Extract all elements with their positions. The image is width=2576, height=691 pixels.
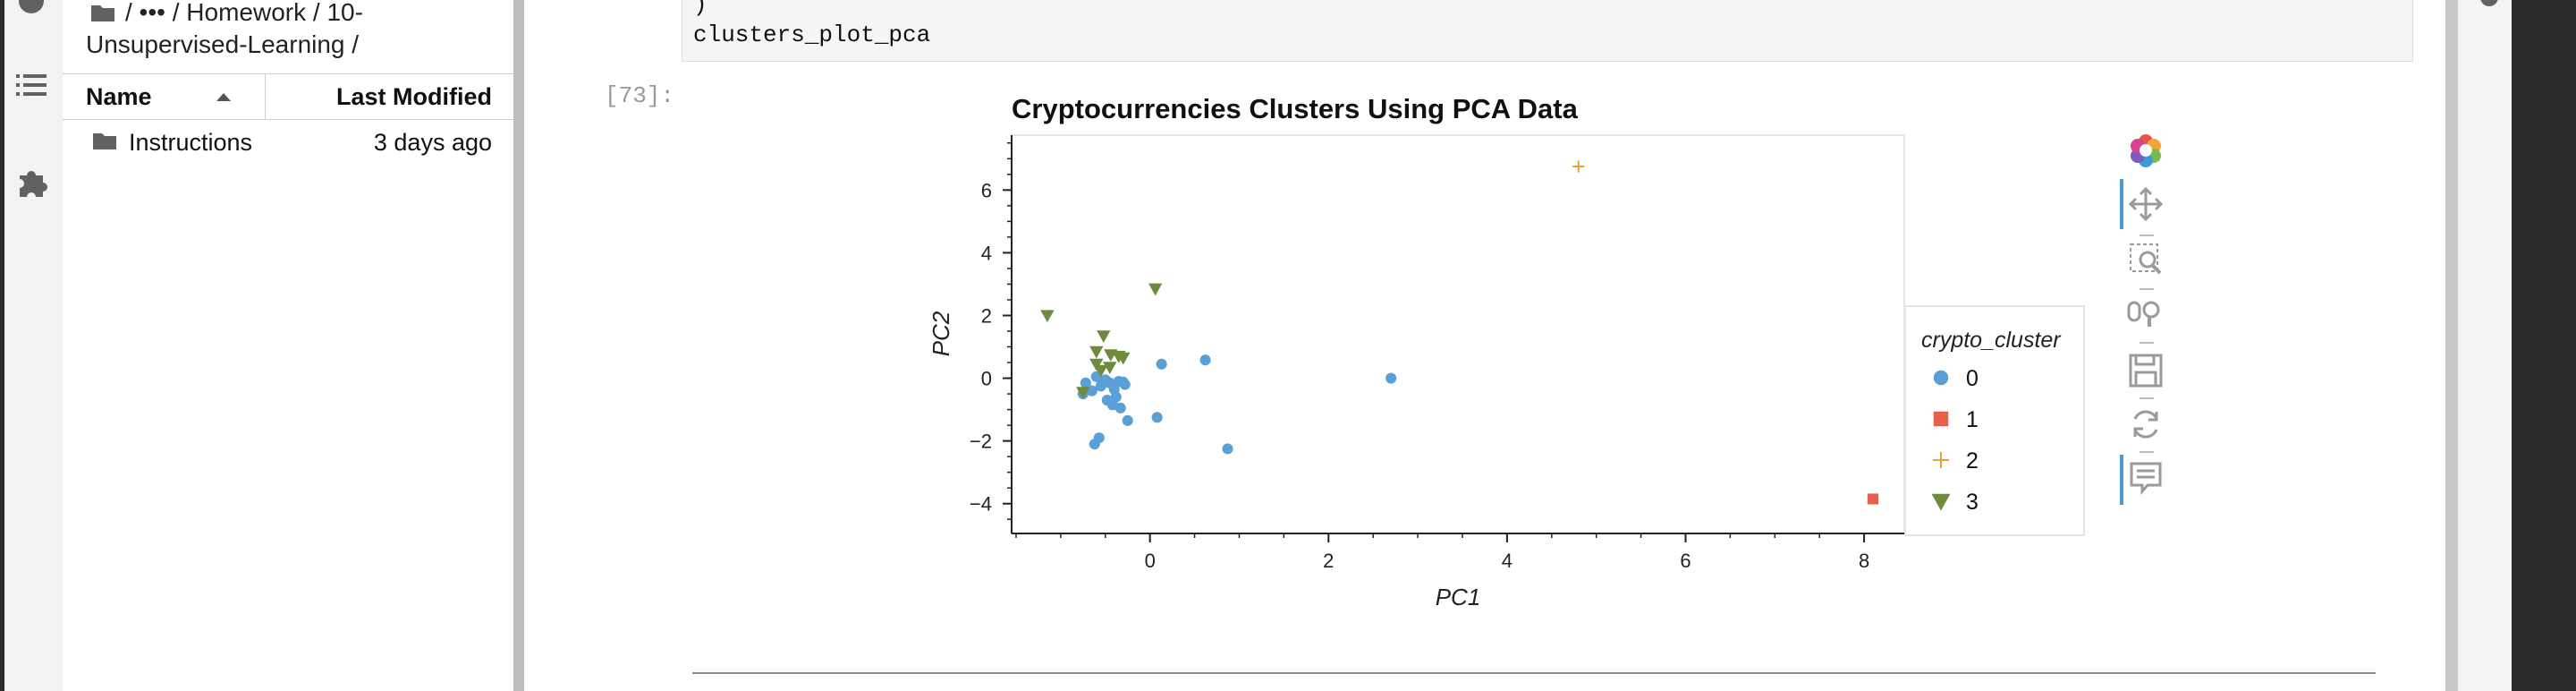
- data-point-cluster-3: [1103, 362, 1117, 374]
- column-name-header[interactable]: Name: [86, 83, 152, 110]
- data-point-cluster-0: [1199, 354, 1211, 366]
- settings-icon[interactable]: [2476, 0, 2503, 11]
- activity-bar: [0, 0, 64, 691]
- hover-icon[interactable]: [2120, 455, 2172, 501]
- file-name: Instructions: [129, 129, 253, 156]
- code-line: ): [693, 0, 708, 18]
- data-point-cluster-0: [1122, 414, 1133, 426]
- tool-separator: [2140, 288, 2154, 290]
- x-axis: 0 2 4 6 8: [1012, 533, 1904, 572]
- data-point-cluster-0: [1093, 432, 1105, 444]
- y-tick-label: 6: [981, 179, 992, 201]
- legend-marker-2: [1933, 452, 1949, 468]
- scrollbar-gutter[interactable]: [2445, 0, 2458, 691]
- tool-separator: [2140, 451, 2154, 453]
- legend-title: crypto_cluster: [1921, 328, 2062, 353]
- data-point-cluster-0: [1156, 358, 1167, 370]
- folder-icon: [93, 133, 116, 149]
- puzzle-icon[interactable]: [16, 165, 48, 197]
- legend-label: 3: [1966, 490, 1979, 515]
- output-prompt: [73]:: [605, 82, 675, 109]
- cluster-scatter-chart[interactable]: Cryptocurrencies Clusters Using PCA Data…: [894, 81, 2111, 636]
- legend-marker-0: [1933, 370, 1949, 386]
- data-point-cluster-0: [1385, 372, 1397, 384]
- legend-items: 0 1 2 3: [1931, 366, 1979, 515]
- save-icon[interactable]: [2120, 347, 2172, 394]
- panel-splitter[interactable]: [513, 0, 524, 691]
- data-point-cluster-0: [1114, 402, 1126, 414]
- y-tick-label: −4: [970, 493, 992, 516]
- y-tick-label: 2: [981, 304, 992, 327]
- breadcrumb-line2[interactable]: Unsupervised-Learning /: [86, 30, 360, 58]
- legend-label: 0: [1966, 366, 1979, 391]
- y-tick-label: −2: [970, 431, 992, 453]
- activity-bar-edge: [0, 0, 4, 691]
- wheel-zoom-icon[interactable]: [2120, 290, 2172, 337]
- data-point-cluster-1: [1868, 493, 1879, 505]
- tool-separator: [2140, 397, 2154, 399]
- data-point-cluster-2: [1572, 160, 1585, 173]
- x-tick-label: 8: [1859, 550, 1869, 572]
- chart-title: Cryptocurrencies Clusters Using PCA Data: [1012, 93, 1579, 124]
- column-modified-header[interactable]: Last Modified: [336, 83, 492, 110]
- reset-icon[interactable]: [2120, 401, 2172, 448]
- y-axis-label: PC2: [928, 311, 954, 356]
- data-point-cluster-3: [1097, 330, 1111, 343]
- legend-label: 1: [1966, 407, 1979, 432]
- active-tool-indicator: [2120, 179, 2123, 229]
- folder-icon[interactable]: [89, 2, 116, 23]
- x-tick-label: 6: [1680, 550, 1690, 572]
- data-point-cluster-3: [1089, 346, 1104, 359]
- x-axis-label: PC1: [1436, 584, 1481, 610]
- file-list-item[interactable]: Instructions 3 days ago: [63, 125, 513, 161]
- cell-divider: [692, 672, 2376, 674]
- data-point-cluster-3: [1089, 358, 1104, 371]
- data-point-cluster-3: [1040, 310, 1055, 323]
- pan-icon[interactable]: [2120, 181, 2172, 227]
- data-point-cluster-0: [1110, 391, 1122, 403]
- y-axis: −4 −2 0 2 4 6: [970, 135, 1013, 533]
- column-divider: [265, 74, 266, 119]
- sort-ascending-icon[interactable]: [216, 92, 231, 101]
- legend-marker-1: [1933, 411, 1949, 427]
- file-list-header: Name Last Modified: [63, 73, 513, 120]
- x-tick-label: 2: [1323, 550, 1334, 572]
- file-browser: / ••• / Homework / 10- Unsupervised-Lear…: [63, 0, 514, 691]
- list-icon[interactable]: [16, 72, 48, 98]
- data-point-cluster-3: [1116, 352, 1131, 365]
- right-sidebar: [2458, 0, 2512, 691]
- code-cell[interactable]: ) clusters_plot_pca: [682, 0, 2413, 62]
- y-tick-label: 4: [981, 242, 992, 264]
- data-point-cluster-0: [1151, 412, 1163, 423]
- data-point-cluster-3: [1094, 364, 1108, 378]
- legend-marker-3: [1931, 493, 1951, 511]
- data-point-cluster-0: [1119, 379, 1131, 390]
- box-zoom-icon[interactable]: [2120, 236, 2172, 283]
- circle-status-icon[interactable]: [16, 0, 47, 16]
- data-point-cluster-3: [1076, 387, 1090, 400]
- x-tick-label: 0: [1145, 550, 1156, 572]
- data-point-cluster-3: [1148, 283, 1163, 296]
- data-point-cluster-0: [1080, 377, 1091, 388]
- code-line: clusters_plot_pca: [693, 21, 931, 48]
- active-tool-indicator: [2120, 455, 2123, 505]
- tool-separator: [2140, 235, 2154, 236]
- x-tick-label: 4: [1502, 550, 1513, 572]
- tool-separator: [2140, 342, 2154, 344]
- plot-area[interactable]: [1011, 134, 1905, 534]
- data-points: [1040, 160, 1879, 505]
- legend-label: 2: [1966, 448, 1979, 473]
- bokeh-logo-icon[interactable]: [2120, 127, 2172, 174]
- data-point-cluster-0: [1222, 443, 1233, 455]
- file-modified: 3 days ago: [373, 129, 492, 156]
- breadcrumb-line1[interactable]: / ••• / Homework / 10-: [125, 0, 363, 26]
- y-tick-label: 0: [981, 368, 992, 390]
- breadcrumb[interactable]: / ••• / Homework / 10- Unsupervised-Lear…: [86, 0, 497, 61]
- window-edge: [2512, 0, 2576, 691]
